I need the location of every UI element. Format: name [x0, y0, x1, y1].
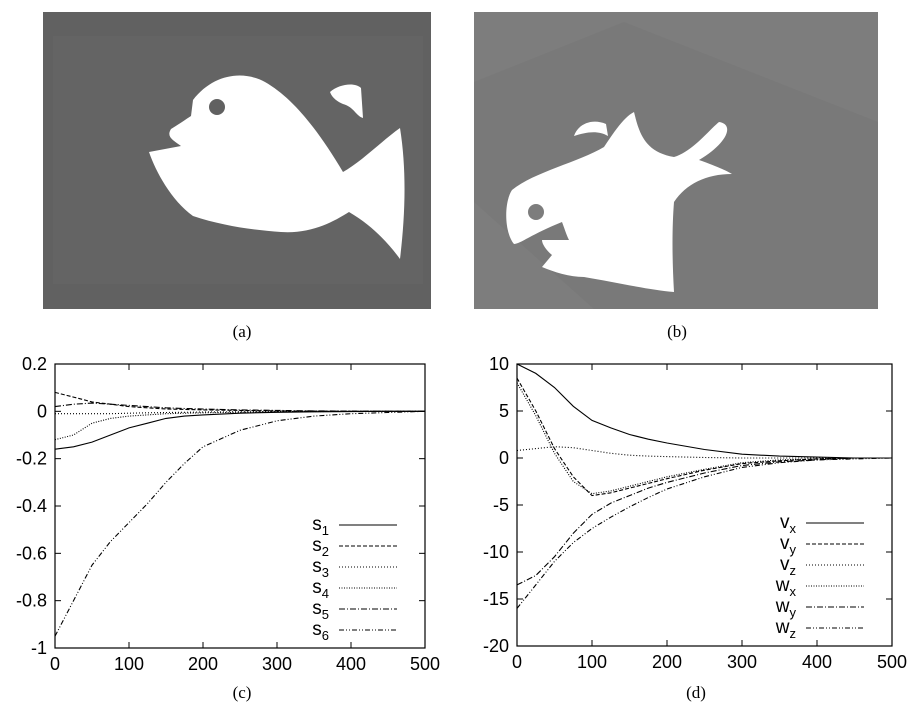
- y-tick-label: -0.4: [16, 496, 47, 516]
- y-tick-label: -15: [483, 589, 509, 609]
- legend-label: s3: [312, 556, 329, 580]
- caption-a: (a): [232, 322, 252, 341]
- x-tick-label: 500: [410, 654, 440, 674]
- series-line-s3: [55, 410, 425, 415]
- series-line-vy: [516, 377, 892, 497]
- x-tick-label: 100: [114, 654, 144, 674]
- legend-label: vz: [780, 554, 796, 578]
- fish-shape-b: [506, 112, 732, 292]
- legend-label: vy: [780, 533, 797, 557]
- y-tick-label: -1: [31, 638, 47, 658]
- y-tick-label: 5: [499, 401, 509, 421]
- y-tick-label: 0: [499, 448, 509, 468]
- y-tick-label: -10: [483, 542, 509, 562]
- fragment-a: [330, 84, 363, 118]
- legend-label: s2: [312, 535, 329, 559]
- series-line-vz: [516, 446, 892, 459]
- y-tick-label: -0.2: [16, 449, 47, 469]
- y-tick-label: 10: [489, 354, 509, 374]
- photo-b: [474, 12, 878, 309]
- y-tick-label: -0.6: [16, 543, 47, 563]
- x-tick-label: 300: [262, 654, 292, 674]
- fragment-b: [574, 121, 608, 136]
- fish-shape-a: [149, 75, 405, 259]
- x-tick-label: 0: [50, 654, 60, 674]
- x-tick-label: 300: [727, 652, 757, 672]
- series-line-wy: [516, 457, 892, 586]
- y-tick-label: -0.8: [16, 591, 47, 611]
- series-line-s6: [54, 410, 426, 637]
- photo-a-svg: [43, 12, 431, 309]
- series-line-vx: [516, 363, 892, 459]
- legend-label: wz: [775, 617, 796, 641]
- legend-label: wy: [775, 596, 797, 620]
- photo-a: [43, 12, 431, 309]
- caption-b: (b): [667, 322, 687, 341]
- x-tick-label: 0: [512, 652, 522, 672]
- y-tick-label: -5: [493, 495, 509, 515]
- x-tick-label: 200: [652, 652, 682, 672]
- y-tick-label: 0.2: [22, 354, 47, 374]
- x-tick-label: 100: [577, 652, 607, 672]
- legend-label: vx: [780, 512, 797, 536]
- caption-c: (c): [232, 683, 252, 702]
- series-line-wz: [516, 457, 893, 609]
- y-tick-label: 0: [37, 401, 47, 421]
- legend-label: wx: [775, 575, 797, 599]
- legend-label: s4: [312, 577, 329, 601]
- legend-label: s5: [312, 598, 329, 622]
- series-line-s5: [54, 402, 425, 412]
- x-tick-label: 200: [188, 654, 218, 674]
- x-tick-label: 400: [336, 654, 366, 674]
- y-tick-label: -20: [483, 636, 509, 656]
- photo-b-svg: [474, 12, 878, 309]
- x-tick-label: 400: [802, 652, 832, 672]
- legend-label: s1: [312, 514, 329, 538]
- legend-label: s6: [312, 619, 329, 643]
- chart-c: 0.20-0.2-0.4-0.6-0.8-10 100 200 300 400 500s1…: [16, 354, 440, 674]
- x-tick-label: 500: [877, 652, 907, 672]
- plot-frame: [54, 363, 426, 649]
- caption-d: (d): [686, 683, 706, 702]
- series-line-s2: [54, 391, 425, 412]
